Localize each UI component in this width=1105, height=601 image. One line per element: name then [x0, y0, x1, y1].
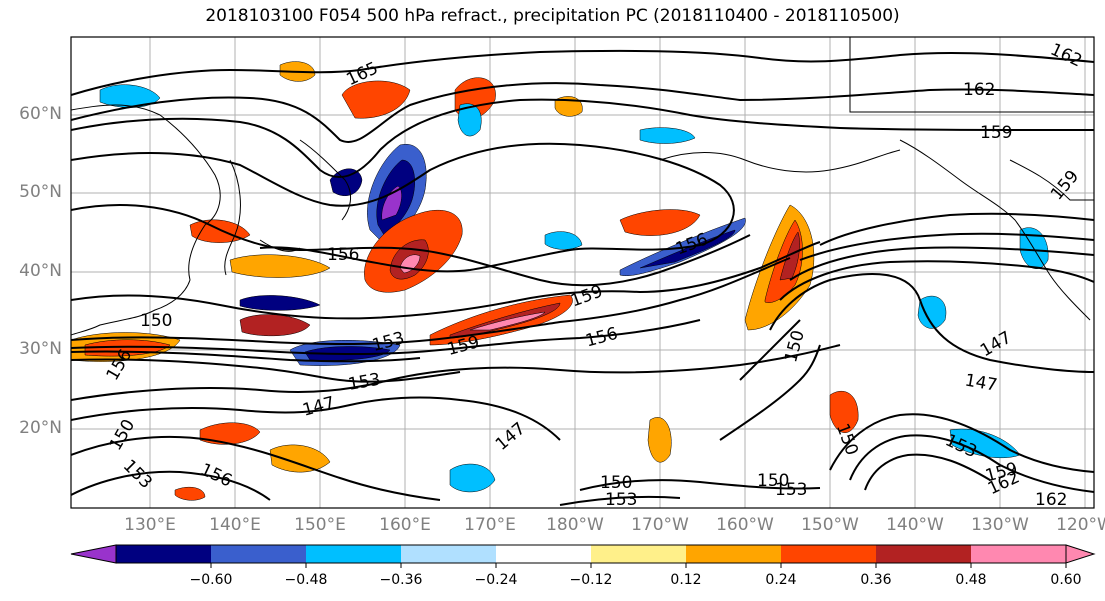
map-title: 2018103100 F054 500 hPa refract., precip… [205, 6, 900, 26]
colorbar-tick-label: −0.48 [284, 572, 328, 588]
contour-label: 150 [600, 473, 632, 493]
lon-label-160e: 160°E [379, 515, 431, 535]
colorbar-tick-label: 0.48 [955, 572, 987, 588]
colorbar-tick-label: −0.12 [569, 572, 613, 588]
colorbar-tick-label: −0.24 [474, 572, 518, 588]
lon-label-140e: 140°E [209, 515, 261, 535]
lat-label-20n: 20°N [19, 418, 62, 438]
lon-label-150w: 150°W [801, 515, 859, 535]
lon-label-120w: 120°W [1056, 515, 1105, 535]
lon-label-170w: 170°W [631, 515, 689, 535]
lon-label-140w: 140°W [886, 515, 944, 535]
lon-label-180w: 180°W [546, 515, 604, 535]
lon-label-130e: 130°E [124, 515, 176, 535]
map-frame [70, 36, 1095, 509]
lat-label-30n: 30°N [19, 339, 62, 359]
lat-label-50n: 50°N [19, 182, 62, 202]
colorbar-tick-label: 0.60 [1050, 572, 1082, 588]
colorbar-tick-label: −0.60 [189, 572, 233, 588]
contour-label: 150 [757, 471, 789, 491]
lat-label-60n: 60°N [19, 104, 62, 124]
colorbar-tick-label: 0.12 [670, 572, 702, 588]
contour-label: 162 [963, 80, 995, 100]
contour-label: 162 [1035, 490, 1067, 510]
lon-label-150e: 150°E [294, 515, 346, 535]
colorbar-tick-label: 0.24 [765, 572, 797, 588]
colorbar-tick-label: −0.36 [379, 572, 423, 588]
lon-label-160w: 160°W [716, 515, 774, 535]
colorbar-tick-label: 0.36 [860, 572, 892, 588]
contour-label: 153 [605, 490, 637, 510]
lon-label-130w: 130°W [971, 515, 1029, 535]
lon-label-170e: 170°E [464, 515, 516, 535]
height-contours [71, 49, 1094, 506]
contour-label: 156 [327, 245, 359, 265]
lat-label-40n: 40°N [19, 261, 62, 281]
coastlines [71, 37, 1094, 336]
contour-label: 150 [140, 311, 172, 331]
contour-label: 159 [980, 123, 1012, 143]
contour-label: 153 [775, 480, 807, 500]
